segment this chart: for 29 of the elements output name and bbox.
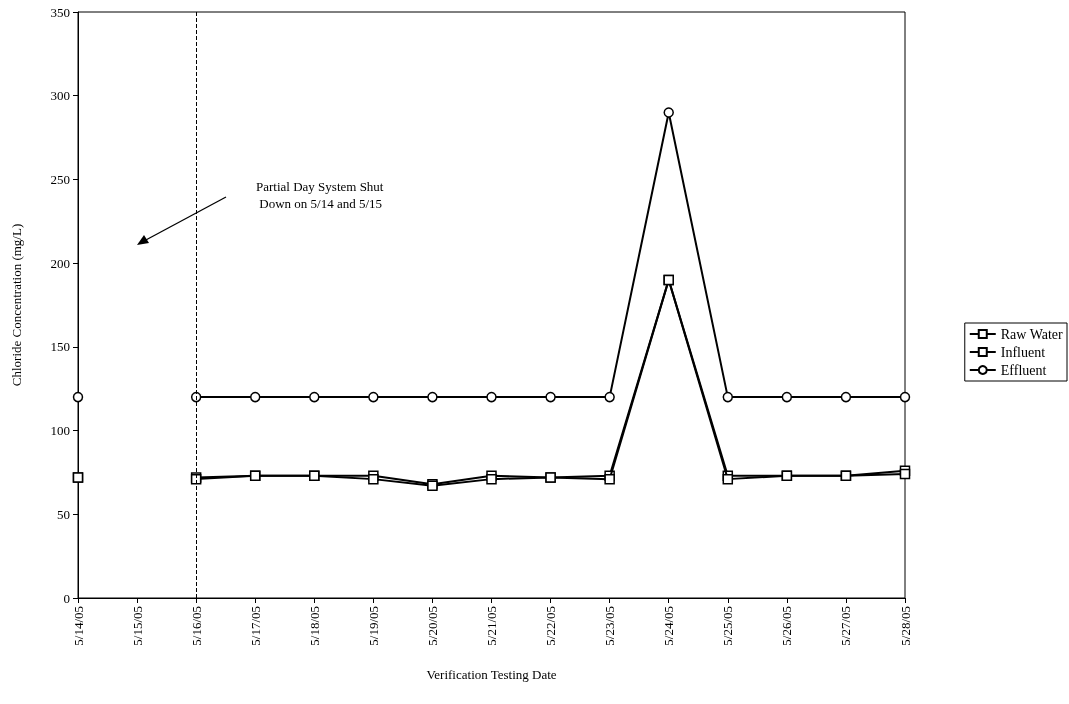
y-tick-label: 350 (50, 4, 70, 20)
y-tick-label: 50 (57, 506, 70, 522)
x-tick-label: 5/20/05 (424, 606, 440, 646)
x-tick-label: 5/16/05 (188, 606, 204, 646)
x-tick-label: 5/19/05 (365, 606, 381, 646)
y-tick-label: 150 (50, 339, 70, 355)
x-tick-label: 5/21/05 (484, 606, 499, 646)
legend-label: Effluent (1000, 362, 1047, 378)
y-axis-title: Chloride Concentration (mg/L) (9, 223, 24, 387)
x-axis-title: Verification Testing Date (426, 667, 557, 682)
x-tick-label: 5/17/05 (247, 606, 263, 646)
x-tick-label: 5/25/05 (720, 606, 736, 646)
x-tick-label: 5/26/05 (779, 606, 795, 646)
y-tick-label: 300 (50, 88, 70, 104)
x-tick-label: 5/23/05 (602, 606, 618, 646)
y-tick-label: 0 (63, 590, 70, 606)
legend-label: Raw Water (1000, 326, 1064, 342)
annotation: Partial Day System Shut Down on 5/14 and 5/15 (256, 179, 384, 211)
y-tick-label: 100 (50, 423, 70, 439)
x-tick-label: 5/14/05 (70, 606, 86, 646)
y-tick-label: 200 (50, 255, 70, 271)
y-tick-label: 250 (50, 171, 70, 187)
x-tick-label: 5/18/05 (306, 606, 322, 646)
x-tick-label: 5/24/05 (661, 606, 677, 646)
x-tick-label: 5/22/05 (543, 606, 559, 646)
legend-label: Influent (1000, 344, 1046, 360)
x-tick-label: 5/27/05 (838, 606, 854, 646)
x-tick-label: 5/28/05 (897, 606, 913, 646)
x-tick-label: 5/15/05 (129, 606, 145, 646)
